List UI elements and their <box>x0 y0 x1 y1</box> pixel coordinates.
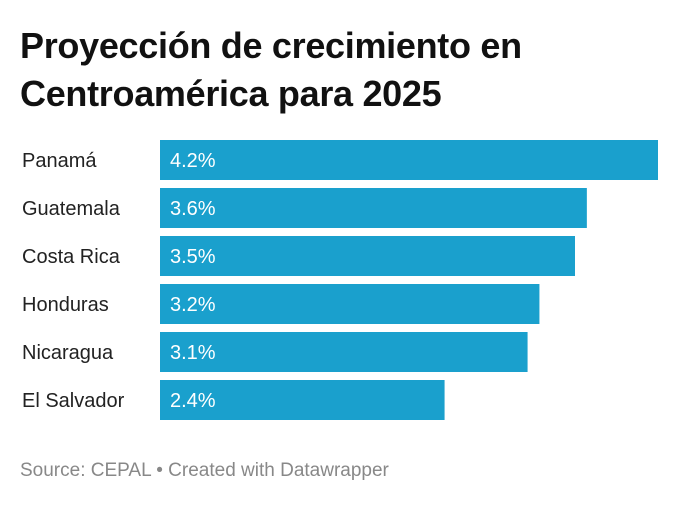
source-label: Source: CEPAL <box>20 460 151 481</box>
bar <box>160 140 658 180</box>
category-label: Costa Rica <box>22 246 121 268</box>
category-label: Guatemala <box>22 198 121 220</box>
value-label: 2.4% <box>170 390 216 412</box>
chart-footer: Source: CEPAL • Created with Datawrapper <box>20 460 389 482</box>
bar-chart: Panamá 4.2% Guatemala 3.6% Costa Rica 3.5% Hon… <box>22 140 658 420</box>
bar-row: Panamá 4.2% <box>22 140 658 180</box>
bar <box>160 284 540 324</box>
category-label: Nicaragua <box>22 342 114 364</box>
bar-row: Costa Rica 3.5% <box>22 236 575 276</box>
value-label: 3.5% <box>170 246 216 268</box>
category-label: Panamá <box>22 150 97 172</box>
value-label: 3.2% <box>170 294 216 316</box>
value-label: 3.6% <box>170 198 216 220</box>
bar-row: El Salvador 2.4% <box>22 380 445 420</box>
bar <box>160 236 575 276</box>
bar-row: Honduras 3.2% <box>22 284 540 324</box>
credit-label: Created with Datawrapper <box>168 460 389 481</box>
category-label: Honduras <box>22 294 109 316</box>
bar <box>160 380 445 420</box>
value-label: 4.2% <box>170 150 216 172</box>
category-label: El Salvador <box>22 390 125 412</box>
bar-row: Guatemala 3.6% <box>22 188 587 228</box>
footer-separator: • <box>156 460 163 481</box>
bar <box>160 332 528 372</box>
bar-row: Nicaragua 3.1% <box>22 332 528 372</box>
chart-title: Proyección de crecimiento en Centroaméri… <box>20 25 522 114</box>
value-label: 3.1% <box>170 342 216 364</box>
bar <box>160 188 587 228</box>
